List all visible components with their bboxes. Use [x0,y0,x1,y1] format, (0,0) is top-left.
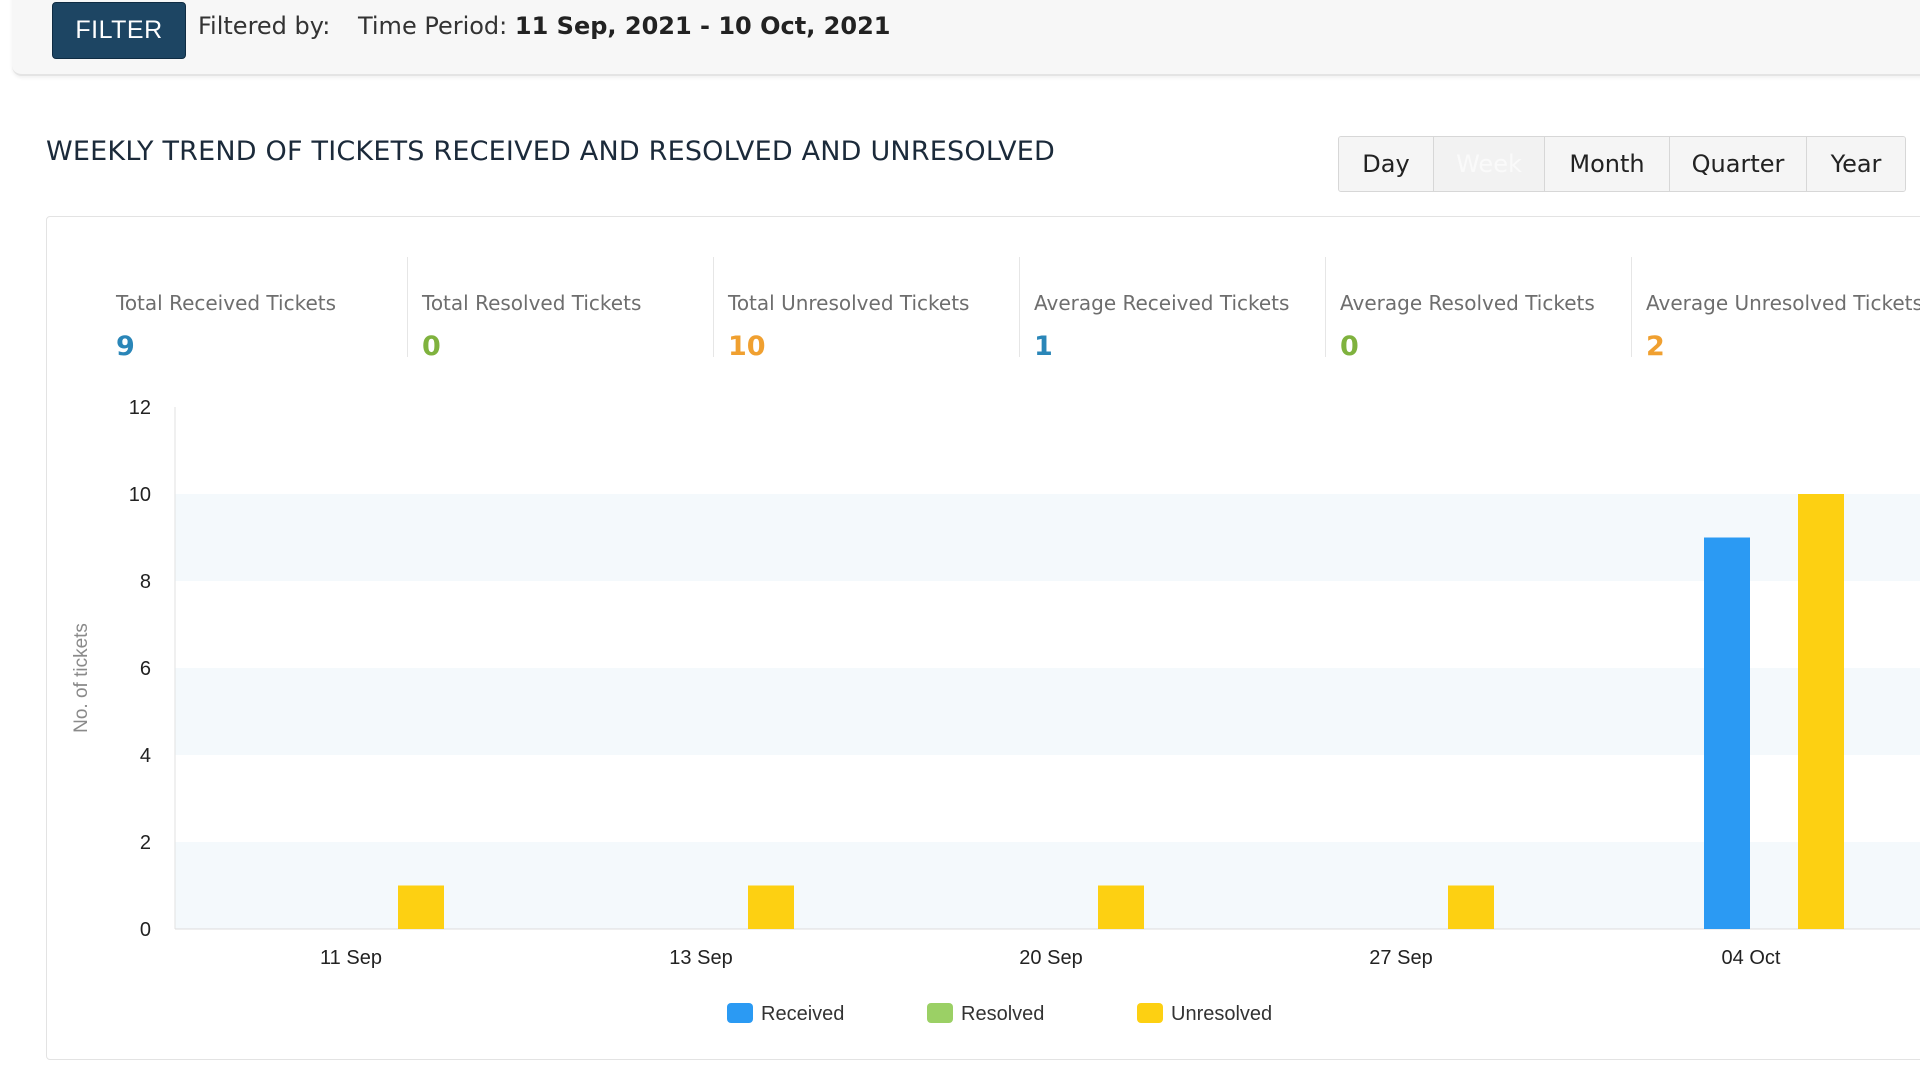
stat-label: Total Received Tickets [116,291,337,315]
legend-label-received: Received [761,1003,844,1025]
legend-swatch-received [727,1003,753,1023]
x-tick-label: 04 Oct [1722,947,1781,969]
period-quarter-button[interactable]: Quarter [1670,137,1807,191]
time-period-value: 11 Sep, 2021 - 10 Oct, 2021 [514,12,891,40]
bar-unresolved-20-sep [1098,885,1144,929]
period-day-button[interactable]: Day [1339,137,1434,191]
legend-label-resolved: Resolved [961,1003,1044,1025]
y-tick-label: 8 [140,571,151,593]
y-axis-label: No. of tickets [71,623,92,733]
stat-label: Average Resolved Tickets [1340,291,1595,315]
grid-band [175,842,1920,929]
x-tick-label: 13 Sep [669,947,732,969]
stat-value: 2 [1646,331,1665,362]
period-year-button[interactable]: Year [1807,137,1905,191]
stat-value: 0 [422,331,441,362]
y-tick-label: 2 [140,832,151,854]
period-week-button[interactable]: Week [1434,137,1545,191]
stat-value: 0 [1340,331,1359,362]
grid-band [175,668,1920,755]
stat-total-resolved: Total Resolved Tickets 0 [407,257,714,362]
filter-bar [12,0,1920,76]
y-tick-label: 4 [140,745,151,767]
bar-unresolved-04-oct [1798,494,1844,929]
stat-total-unresolved: Total Unresolved Tickets 10 [713,257,1020,362]
stat-label: Total Resolved Tickets [422,291,642,315]
stat-total-received: Total Received Tickets 9 [47,257,408,362]
y-tick-label: 6 [140,658,151,680]
filter-button[interactable]: FILTER [52,2,186,59]
grid-band [175,494,1920,581]
stat-average-unresolved: Average Unresolved Tickets 2 [1631,257,1920,362]
x-tick-label: 20 Sep [1019,947,1082,969]
stat-value: 9 [116,331,135,362]
stat-average-received: Average Received Tickets 1 [1019,257,1326,362]
chart-card: Total Received Tickets 9 Total Resolved … [46,216,1920,1060]
y-tick-label: 0 [140,919,151,941]
period-month-button[interactable]: Month [1545,137,1670,191]
stat-label: Total Unresolved Tickets [728,291,970,315]
legend-swatch-unresolved [1137,1003,1163,1023]
time-period-label: Time Period: [357,12,508,40]
x-tick-label: 27 Sep [1369,947,1432,969]
weekly-trend-chart: 0 2 4 6 8 10 12 No. of tickets 11 Sep 13 Sep 20 Se… [71,397,1920,1025]
x-tick-label: 11 Sep [320,947,382,969]
bar-received-04-oct [1704,537,1750,929]
stat-label: Average Unresolved Tickets [1646,291,1920,315]
stat-label: Average Received Tickets [1034,291,1290,315]
filter-summary: Filtered by: Time Period: 11 Sep, 2021 -… [198,12,890,40]
bar-unresolved-13-sep [748,885,794,929]
bar-unresolved-27-sep [1448,885,1494,929]
stat-value: 1 [1034,331,1053,362]
bar-unresolved-11-sep [398,885,444,929]
y-tick-label: 12 [129,397,151,419]
legend-swatch-resolved [927,1003,953,1023]
period-selector: Day Week Month Quarter Year [1338,136,1906,192]
filtered-by-label: Filtered by: [198,12,331,40]
stat-value: 10 [728,331,766,362]
legend-label-unresolved: Unresolved [1171,1003,1272,1025]
chart-section-title: WEEKLY TREND OF TICKETS RECEIVED AND RES… [46,136,1056,167]
stat-average-resolved: Average Resolved Tickets 0 [1325,257,1632,362]
y-tick-label: 10 [129,484,151,506]
